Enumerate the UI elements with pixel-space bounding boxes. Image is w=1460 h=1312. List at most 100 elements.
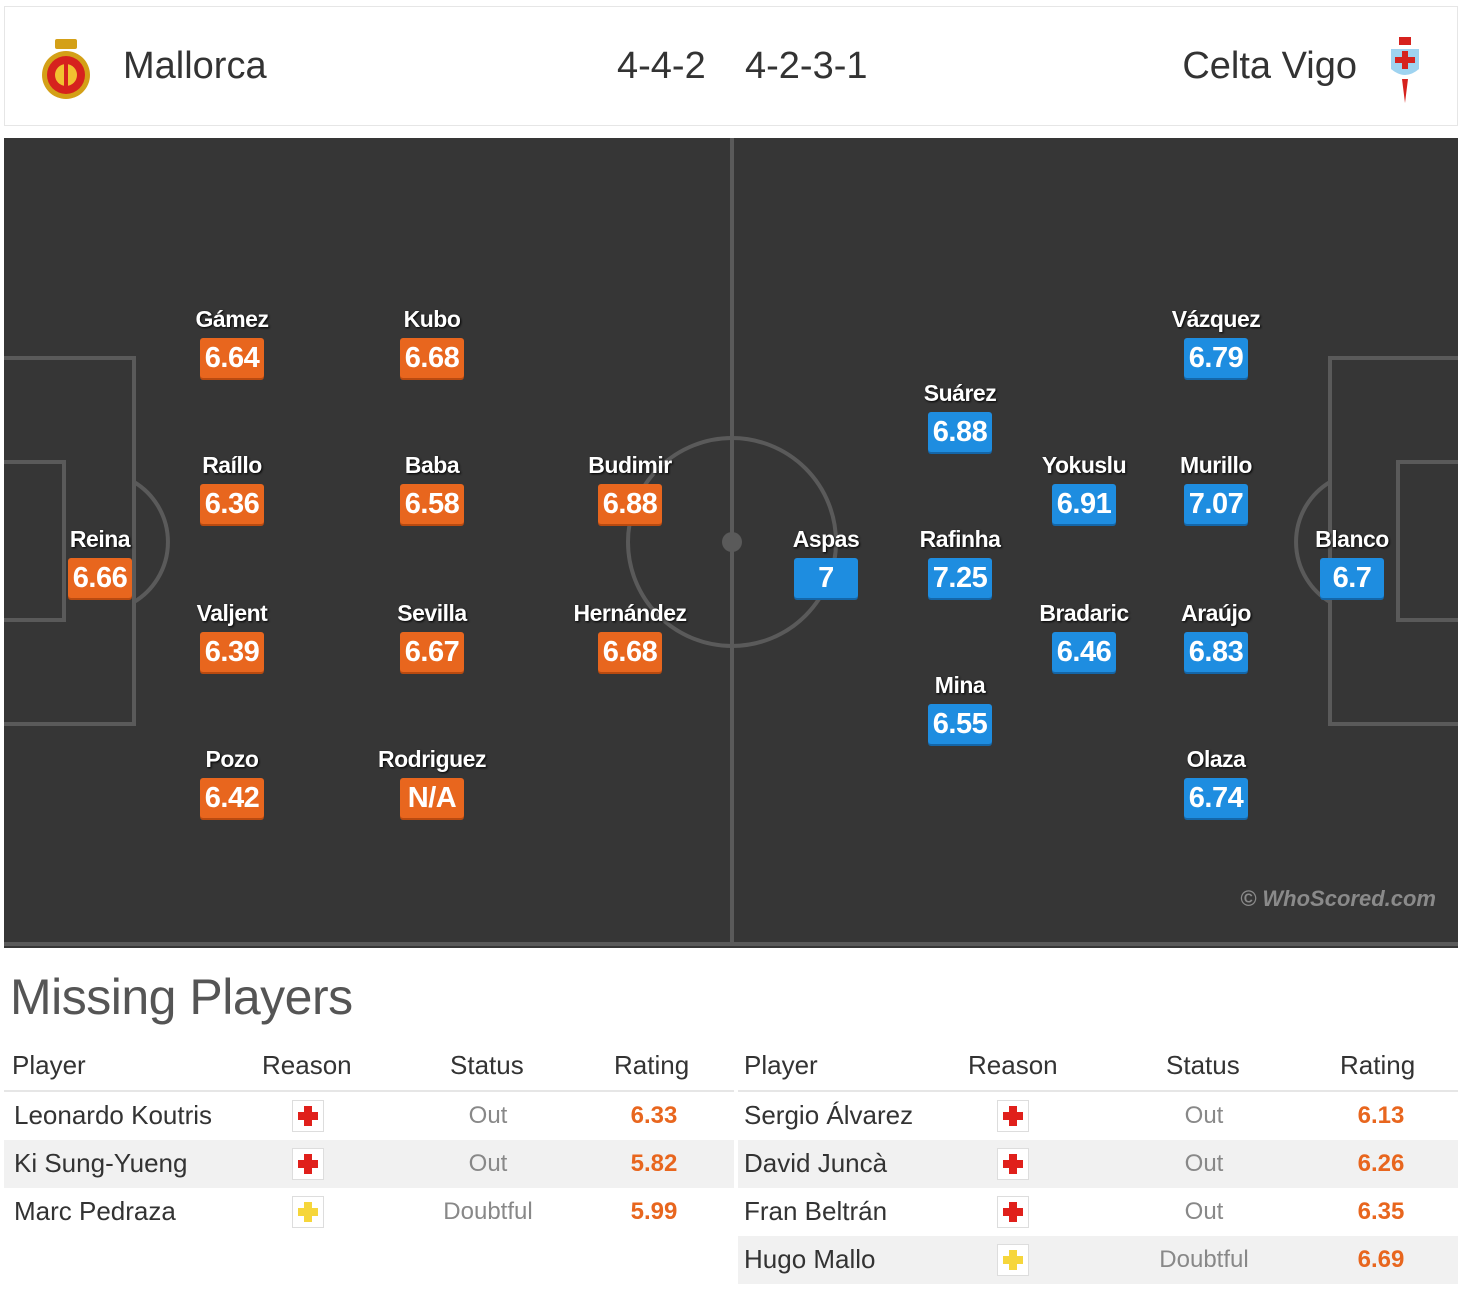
column-player: Player (12, 1050, 86, 1080)
home-missing-table: Player Reason Status Rating Leonardo Kou… (4, 1040, 734, 1236)
player-rating: 6.91 (1052, 484, 1116, 524)
player-name: Gámez (195, 306, 269, 332)
table-row: Sergio Álvarez Out 6.13 (738, 1092, 1458, 1140)
missing-player-name[interactable]: Leonardo Koutris (14, 1100, 213, 1130)
player-away-vazquez[interactable]: Vázquez 6.79 (1136, 306, 1296, 378)
player-rating: 6.88 (928, 412, 992, 452)
player-away-yokuslu[interactable]: Yokuslu 6.91 (1004, 452, 1164, 524)
column-rating: Rating (614, 1050, 690, 1080)
missing-status: Out (1184, 1150, 1224, 1177)
player-name: Reina (69, 526, 131, 552)
table-row: Fran Beltrán Out 6.35 (738, 1188, 1458, 1236)
missing-player-name[interactable]: Sergio Álvarez (744, 1100, 914, 1130)
player-rating: 6.58 (400, 484, 464, 524)
column-status: Status (1166, 1050, 1240, 1080)
table-row: Ki Sung-Yueng Out 5.82 (4, 1140, 734, 1188)
player-name: Baba (404, 452, 460, 478)
player-home-reina[interactable]: Reina 6.66 (20, 526, 180, 598)
player-home-baba[interactable]: Baba 6.58 (352, 452, 512, 524)
player-away-rafinha[interactable]: Rafinha 7.25 (880, 526, 1040, 598)
player-away-olaza[interactable]: Olaza 6.74 (1136, 746, 1296, 818)
player-away-suarez[interactable]: Suárez 6.88 (880, 380, 1040, 452)
celta-vigo-crest-icon (1391, 37, 1419, 103)
missing-player-name[interactable]: Marc Pedraza (14, 1196, 176, 1226)
pitch-markings (4, 138, 1458, 946)
whoscored-watermark: © WhoScored.com (1240, 886, 1436, 911)
player-rating: 6.55 (928, 704, 992, 744)
player-away-bradaric[interactable]: Bradaric 6.46 (1004, 600, 1164, 672)
column-player: Player (744, 1050, 818, 1080)
home-formation: 4-4-2 (617, 45, 706, 87)
player-name: Murillo (1180, 452, 1252, 478)
player-name: Araújo (1181, 600, 1251, 626)
player-home-raillo[interactable]: Raíllo 6.36 (152, 452, 312, 524)
player-name: Aspas (792, 526, 860, 552)
doubtful-icon (292, 1196, 324, 1228)
pitch: Reina 6.66 Gámez 6.64 Raíllo 6.36 Valjen… (4, 138, 1458, 948)
player-rating: 6.68 (400, 338, 464, 378)
player-rating: 7.07 (1184, 484, 1248, 524)
player-name: Sevilla (397, 600, 467, 626)
injury-icon (997, 1100, 1029, 1132)
missing-rating: 6.69 (1357, 1246, 1405, 1273)
player-home-budimir[interactable]: Budimir 6.88 (550, 452, 710, 524)
away-team-name[interactable]: Celta Vigo (1182, 45, 1357, 87)
column-rating: Rating (1340, 1050, 1416, 1080)
player-rating: 6.67 (400, 632, 464, 672)
player-rating: 6.36 (200, 484, 264, 524)
player-name: Suárez (923, 380, 997, 406)
player-name: Olaza (1186, 746, 1246, 772)
player-name: Rodriguez (378, 746, 486, 772)
player-name: Yokuslu (1041, 452, 1127, 478)
player-rating: 7 (794, 558, 858, 598)
player-rating: 6.79 (1184, 338, 1248, 378)
injury-icon (997, 1148, 1029, 1180)
player-name: Vázquez (1171, 306, 1261, 332)
doubtful-icon (997, 1244, 1029, 1276)
table-header: Player Reason Status Rating (738, 1040, 1458, 1092)
player-name: Bradaric (1039, 600, 1129, 626)
player-home-gamez[interactable]: Gámez 6.64 (152, 306, 312, 378)
column-reason: Reason (262, 1050, 352, 1080)
player-rating: 6.7 (1320, 558, 1384, 598)
player-name: Rafinha (919, 526, 1001, 552)
player-name: Blanco (1315, 526, 1389, 552)
player-home-hernandez[interactable]: Hernández 6.68 (550, 600, 710, 672)
player-home-sevilla[interactable]: Sevilla 6.67 (352, 600, 512, 672)
missing-player-name[interactable]: Ki Sung-Yueng (14, 1148, 188, 1178)
missing-player-name[interactable]: Hugo Mallo (744, 1244, 876, 1274)
player-name: Pozo (205, 746, 259, 772)
player-away-araujo[interactable]: Araújo 6.83 (1136, 600, 1296, 672)
missing-rating: 5.99 (630, 1198, 678, 1225)
player-rating: 6.74 (1184, 778, 1248, 818)
missing-rating: 6.33 (630, 1102, 678, 1129)
player-rating: 6.68 (598, 632, 662, 672)
missing-player-name[interactable]: David Juncà (744, 1148, 888, 1178)
player-rating: 6.42 (200, 778, 264, 818)
player-home-rodriguez[interactable]: Rodriguez N/A (352, 746, 512, 818)
player-home-pozo[interactable]: Pozo 6.42 (152, 746, 312, 818)
table-row: Marc Pedraza Doubtful 5.99 (4, 1188, 734, 1236)
match-header: Mallorca 4-4-2 4-2-3-1 Celta Vigo (4, 6, 1458, 126)
player-rating: N/A (400, 778, 464, 818)
injury-icon (292, 1148, 324, 1180)
player-home-valjent[interactable]: Valjent 6.39 (152, 600, 312, 672)
player-rating: 7.25 (928, 558, 992, 598)
missing-player-name[interactable]: Fran Beltrán (744, 1196, 888, 1226)
missing-rating: 6.35 (1357, 1198, 1405, 1225)
table-header: Player Reason Status Rating (4, 1040, 734, 1092)
player-away-mina[interactable]: Mina 6.55 (880, 672, 1040, 744)
player-name: Valjent (196, 600, 268, 626)
player-rating: 6.46 (1052, 632, 1116, 672)
player-away-aspas[interactable]: Aspas 7 (746, 526, 906, 598)
home-team-name[interactable]: Mallorca (123, 45, 267, 87)
away-missing-table: Player Reason Status Rating Sergio Álvar… (738, 1040, 1458, 1284)
missing-status: Out (468, 1150, 508, 1177)
player-away-murillo[interactable]: Murillo 7.07 (1136, 452, 1296, 524)
missing-status: Out (468, 1102, 508, 1129)
player-rating: 6.39 (200, 632, 264, 672)
column-reason: Reason (968, 1050, 1058, 1080)
missing-players-title: Missing Players (10, 969, 353, 1025)
player-home-kubo[interactable]: Kubo 6.68 (352, 306, 512, 378)
player-away-blanco[interactable]: Blanco 6.7 (1272, 526, 1432, 598)
